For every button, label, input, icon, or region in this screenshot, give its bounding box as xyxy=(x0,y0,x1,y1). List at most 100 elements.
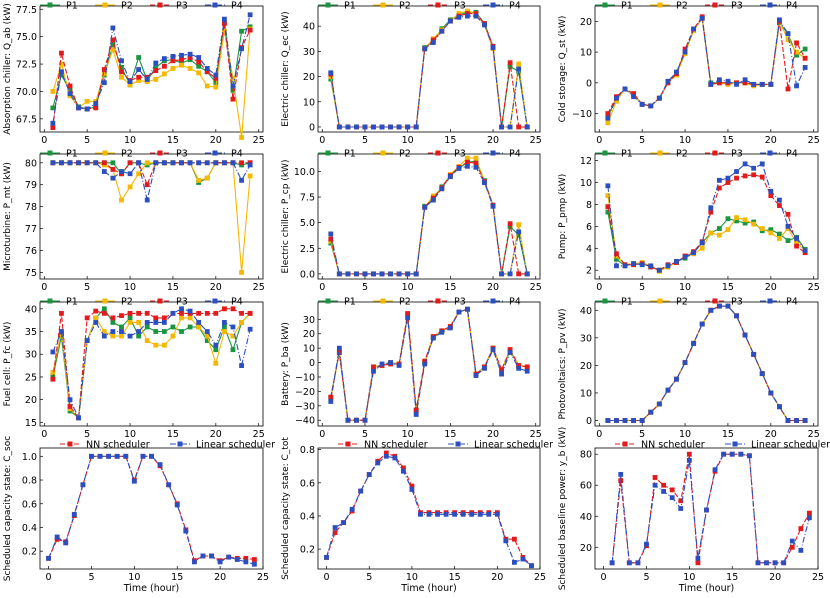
data-point xyxy=(136,160,142,166)
legend-label: P2 xyxy=(399,1,411,12)
data-point xyxy=(213,80,219,86)
x-tick-label: 10 xyxy=(679,429,691,440)
data-point xyxy=(161,56,167,61)
data-point xyxy=(110,41,116,47)
data-point xyxy=(605,204,611,210)
data-point xyxy=(477,511,483,517)
data-point xyxy=(379,271,385,277)
y-tick-label: 2 xyxy=(586,266,592,277)
data-point xyxy=(136,171,142,177)
data-point xyxy=(110,175,116,181)
data-point xyxy=(716,177,722,183)
data-point xyxy=(196,55,202,60)
data-point xyxy=(213,347,219,353)
data-point xyxy=(699,240,705,246)
legend-label: P4 xyxy=(231,1,243,12)
data-point xyxy=(336,271,342,277)
series-group xyxy=(324,450,534,569)
data-point xyxy=(768,227,774,233)
x-tick-label: 5 xyxy=(362,135,368,146)
data-point xyxy=(499,271,504,277)
data-point xyxy=(716,303,722,309)
data-point xyxy=(456,11,462,16)
data-point xyxy=(734,313,739,319)
x-tick-label: 20 xyxy=(214,572,226,583)
data-point xyxy=(764,560,769,566)
plot-frame xyxy=(594,447,819,570)
data-point xyxy=(161,320,167,325)
data-point xyxy=(63,540,69,546)
x-tick-label: 0 xyxy=(596,135,602,146)
data-point xyxy=(704,507,709,513)
plot-frame xyxy=(39,153,264,280)
data-point xyxy=(742,161,748,167)
legend-label: P3 xyxy=(454,1,466,12)
x-tick-label: 25 xyxy=(253,429,265,440)
y-axis-label: Scheduled capacity state: C_soc xyxy=(3,436,13,581)
series-line xyxy=(607,163,806,271)
series-line xyxy=(52,161,251,201)
data-point xyxy=(336,345,342,351)
x-tick-label: 0 xyxy=(596,282,602,293)
y-axis-label: Fuel cell: P_fc (kW) xyxy=(3,322,13,407)
y-tick-label: 76 xyxy=(25,246,37,257)
y-tick-label: 30 xyxy=(580,333,592,344)
data-point xyxy=(170,160,176,166)
legend-marker xyxy=(435,150,441,156)
data-point xyxy=(708,81,714,87)
data-point xyxy=(802,55,808,61)
legend-label: P2 xyxy=(676,297,688,308)
x-tick-label: 15 xyxy=(444,429,456,440)
data-point xyxy=(409,487,415,492)
data-point xyxy=(729,451,735,457)
legend-marker xyxy=(732,441,738,447)
legend-marker xyxy=(47,150,53,156)
data-point xyxy=(127,333,133,339)
data-point xyxy=(768,230,774,236)
data-point xyxy=(669,487,675,493)
y-tick-label: 20 xyxy=(580,361,592,372)
data-point xyxy=(204,329,210,334)
data-point xyxy=(785,37,791,43)
data-point xyxy=(639,101,645,107)
data-point xyxy=(759,81,765,87)
y-tick-label: 20 xyxy=(303,329,315,340)
data-point xyxy=(768,81,774,87)
data-point xyxy=(46,555,51,561)
legend-label: P1 xyxy=(621,1,633,12)
data-point xyxy=(127,171,133,177)
data-point xyxy=(511,559,517,565)
data-point xyxy=(196,177,202,183)
legend-label: NN scheduler xyxy=(86,440,150,451)
data-point xyxy=(213,360,219,366)
data-point xyxy=(110,37,116,43)
y-tick-label: 2.5 xyxy=(300,244,315,255)
x-tick-label: 25 xyxy=(812,572,824,583)
x-tick-label: 10 xyxy=(124,135,136,146)
series-line xyxy=(48,455,255,562)
legend-marker xyxy=(380,150,386,156)
data-point xyxy=(388,360,393,365)
y-axis-label: Electric chiller: Q_ec (kW) xyxy=(281,11,291,126)
series-line xyxy=(611,453,810,564)
data-point xyxy=(371,124,376,130)
data-point xyxy=(80,482,86,488)
legend-label: P1 xyxy=(621,297,633,308)
data-point xyxy=(674,259,679,264)
data-point xyxy=(751,81,757,87)
data-point xyxy=(213,84,219,90)
legend-label: P4 xyxy=(509,297,521,308)
data-point xyxy=(665,263,671,269)
series-line xyxy=(607,305,806,422)
data-point xyxy=(196,310,202,316)
y-tick-label: 60 xyxy=(580,481,592,492)
data-point xyxy=(345,271,351,277)
data-point xyxy=(110,160,116,166)
x-tick-label: 10 xyxy=(402,429,414,440)
data-point xyxy=(183,528,189,534)
data-point xyxy=(682,360,688,366)
data-point xyxy=(101,80,107,86)
data-point xyxy=(524,271,530,277)
data-point xyxy=(516,222,522,228)
data-point xyxy=(170,66,176,71)
